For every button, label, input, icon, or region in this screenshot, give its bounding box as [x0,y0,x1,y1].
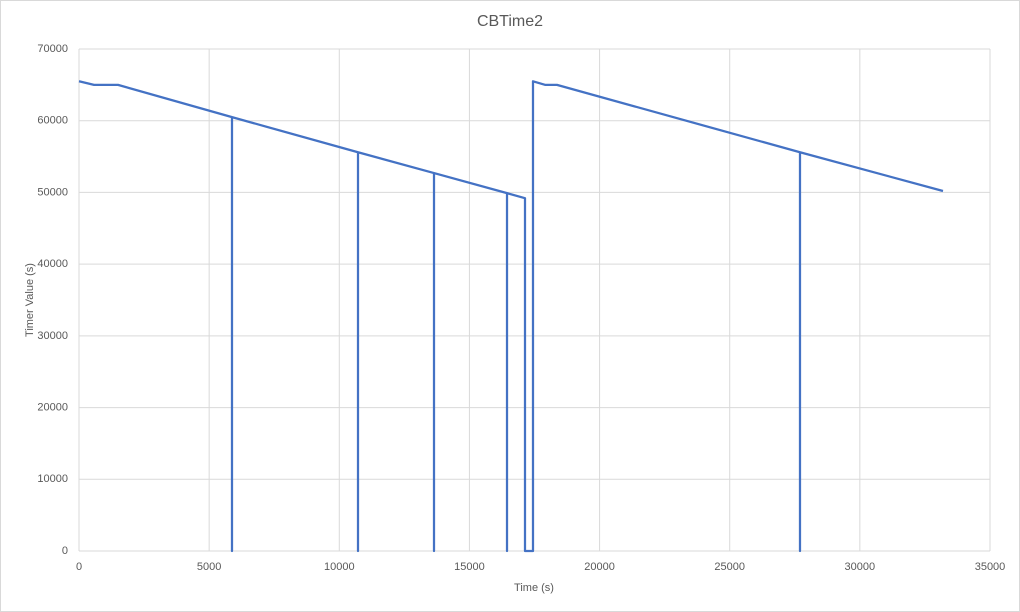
data-line [78,80,944,553]
x-tick-label: 20000 [584,561,615,573]
y-tick-label: 0 [62,545,68,557]
x-tick-label: 15000 [454,561,485,573]
y-tick-label: 40000 [37,258,68,270]
x-tick-label: 10000 [324,561,355,573]
y-tick-label: 70000 [37,43,68,55]
chart-title: CBTime2 [477,13,543,30]
y-tick-label: 50000 [37,186,68,198]
x-tick-label: 0 [76,561,82,573]
x-tick-label: 35000 [975,561,1006,573]
x-tick-label: 25000 [714,561,745,573]
x-axis-label: Time (s) [514,582,554,594]
x-tick-label: 30000 [845,561,876,573]
y-tick-label: 20000 [37,401,68,413]
y-tick-label: 10000 [37,473,68,485]
y-tick-label: 30000 [37,330,68,342]
x-tick-label: 5000 [197,561,221,573]
y-tick-label: 60000 [37,115,68,127]
y-axis-label: Timer Value (s) [24,263,36,337]
